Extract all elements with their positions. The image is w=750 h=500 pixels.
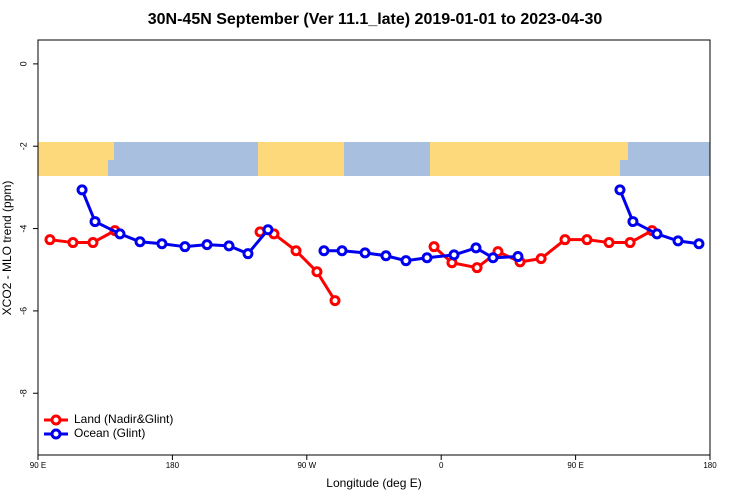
point — [614, 184, 626, 196]
point — [87, 237, 99, 249]
point — [311, 266, 323, 278]
point — [76, 184, 88, 196]
legend-label: Land (Nadir&Glint) — [74, 412, 173, 426]
point — [448, 249, 460, 261]
x-tick-label: 180 — [166, 461, 180, 470]
point — [44, 234, 56, 246]
map-band — [38, 142, 710, 176]
y-tick-label: 0 — [18, 61, 28, 66]
point — [179, 241, 191, 253]
y-tick-label: -2 — [18, 142, 28, 150]
point — [535, 253, 547, 265]
point — [651, 228, 663, 240]
point — [470, 242, 482, 254]
x-tick-label: 180 — [703, 461, 717, 470]
point — [624, 237, 636, 249]
point — [581, 234, 593, 246]
point — [672, 235, 684, 247]
point — [487, 252, 499, 264]
x-tick-label: 90 E — [30, 461, 46, 470]
point — [318, 245, 330, 257]
point — [421, 252, 433, 264]
x-tick-label: 0 — [439, 461, 444, 470]
point — [693, 238, 705, 250]
x-axis-label: Longitude (deg E) — [326, 476, 421, 490]
legend-marker — [50, 414, 62, 426]
point — [559, 234, 571, 246]
y-tick-label: -8 — [18, 389, 28, 397]
x-tick-label: 90 E — [567, 461, 583, 470]
point — [512, 251, 524, 263]
point — [201, 239, 213, 251]
point — [329, 295, 341, 307]
point — [336, 245, 348, 257]
point — [242, 248, 254, 260]
legend-marker — [50, 428, 62, 440]
y-tick-label: -4 — [18, 225, 28, 233]
x-tick-label: 90 W — [297, 461, 316, 470]
point — [471, 262, 483, 274]
point — [134, 236, 146, 248]
point — [156, 238, 168, 250]
point — [290, 245, 302, 257]
point — [359, 247, 371, 259]
point — [67, 237, 79, 249]
point — [627, 216, 639, 228]
point — [223, 240, 235, 252]
legend-label: Ocean (Glint) — [74, 426, 145, 440]
point — [89, 216, 101, 228]
plot-frame — [37, 39, 711, 456]
point — [262, 224, 274, 236]
y-axis-label: XCO2 - MLO trend (ppm) — [0, 181, 14, 316]
series-line — [80, 189, 700, 263]
point — [114, 228, 126, 240]
chart-title: 30N-45N September (Ver 11.1_late) 2019-0… — [148, 11, 603, 28]
point — [380, 250, 392, 262]
point — [400, 255, 412, 267]
point — [603, 237, 615, 249]
y-tick-label: -6 — [18, 307, 28, 315]
point — [428, 241, 440, 253]
